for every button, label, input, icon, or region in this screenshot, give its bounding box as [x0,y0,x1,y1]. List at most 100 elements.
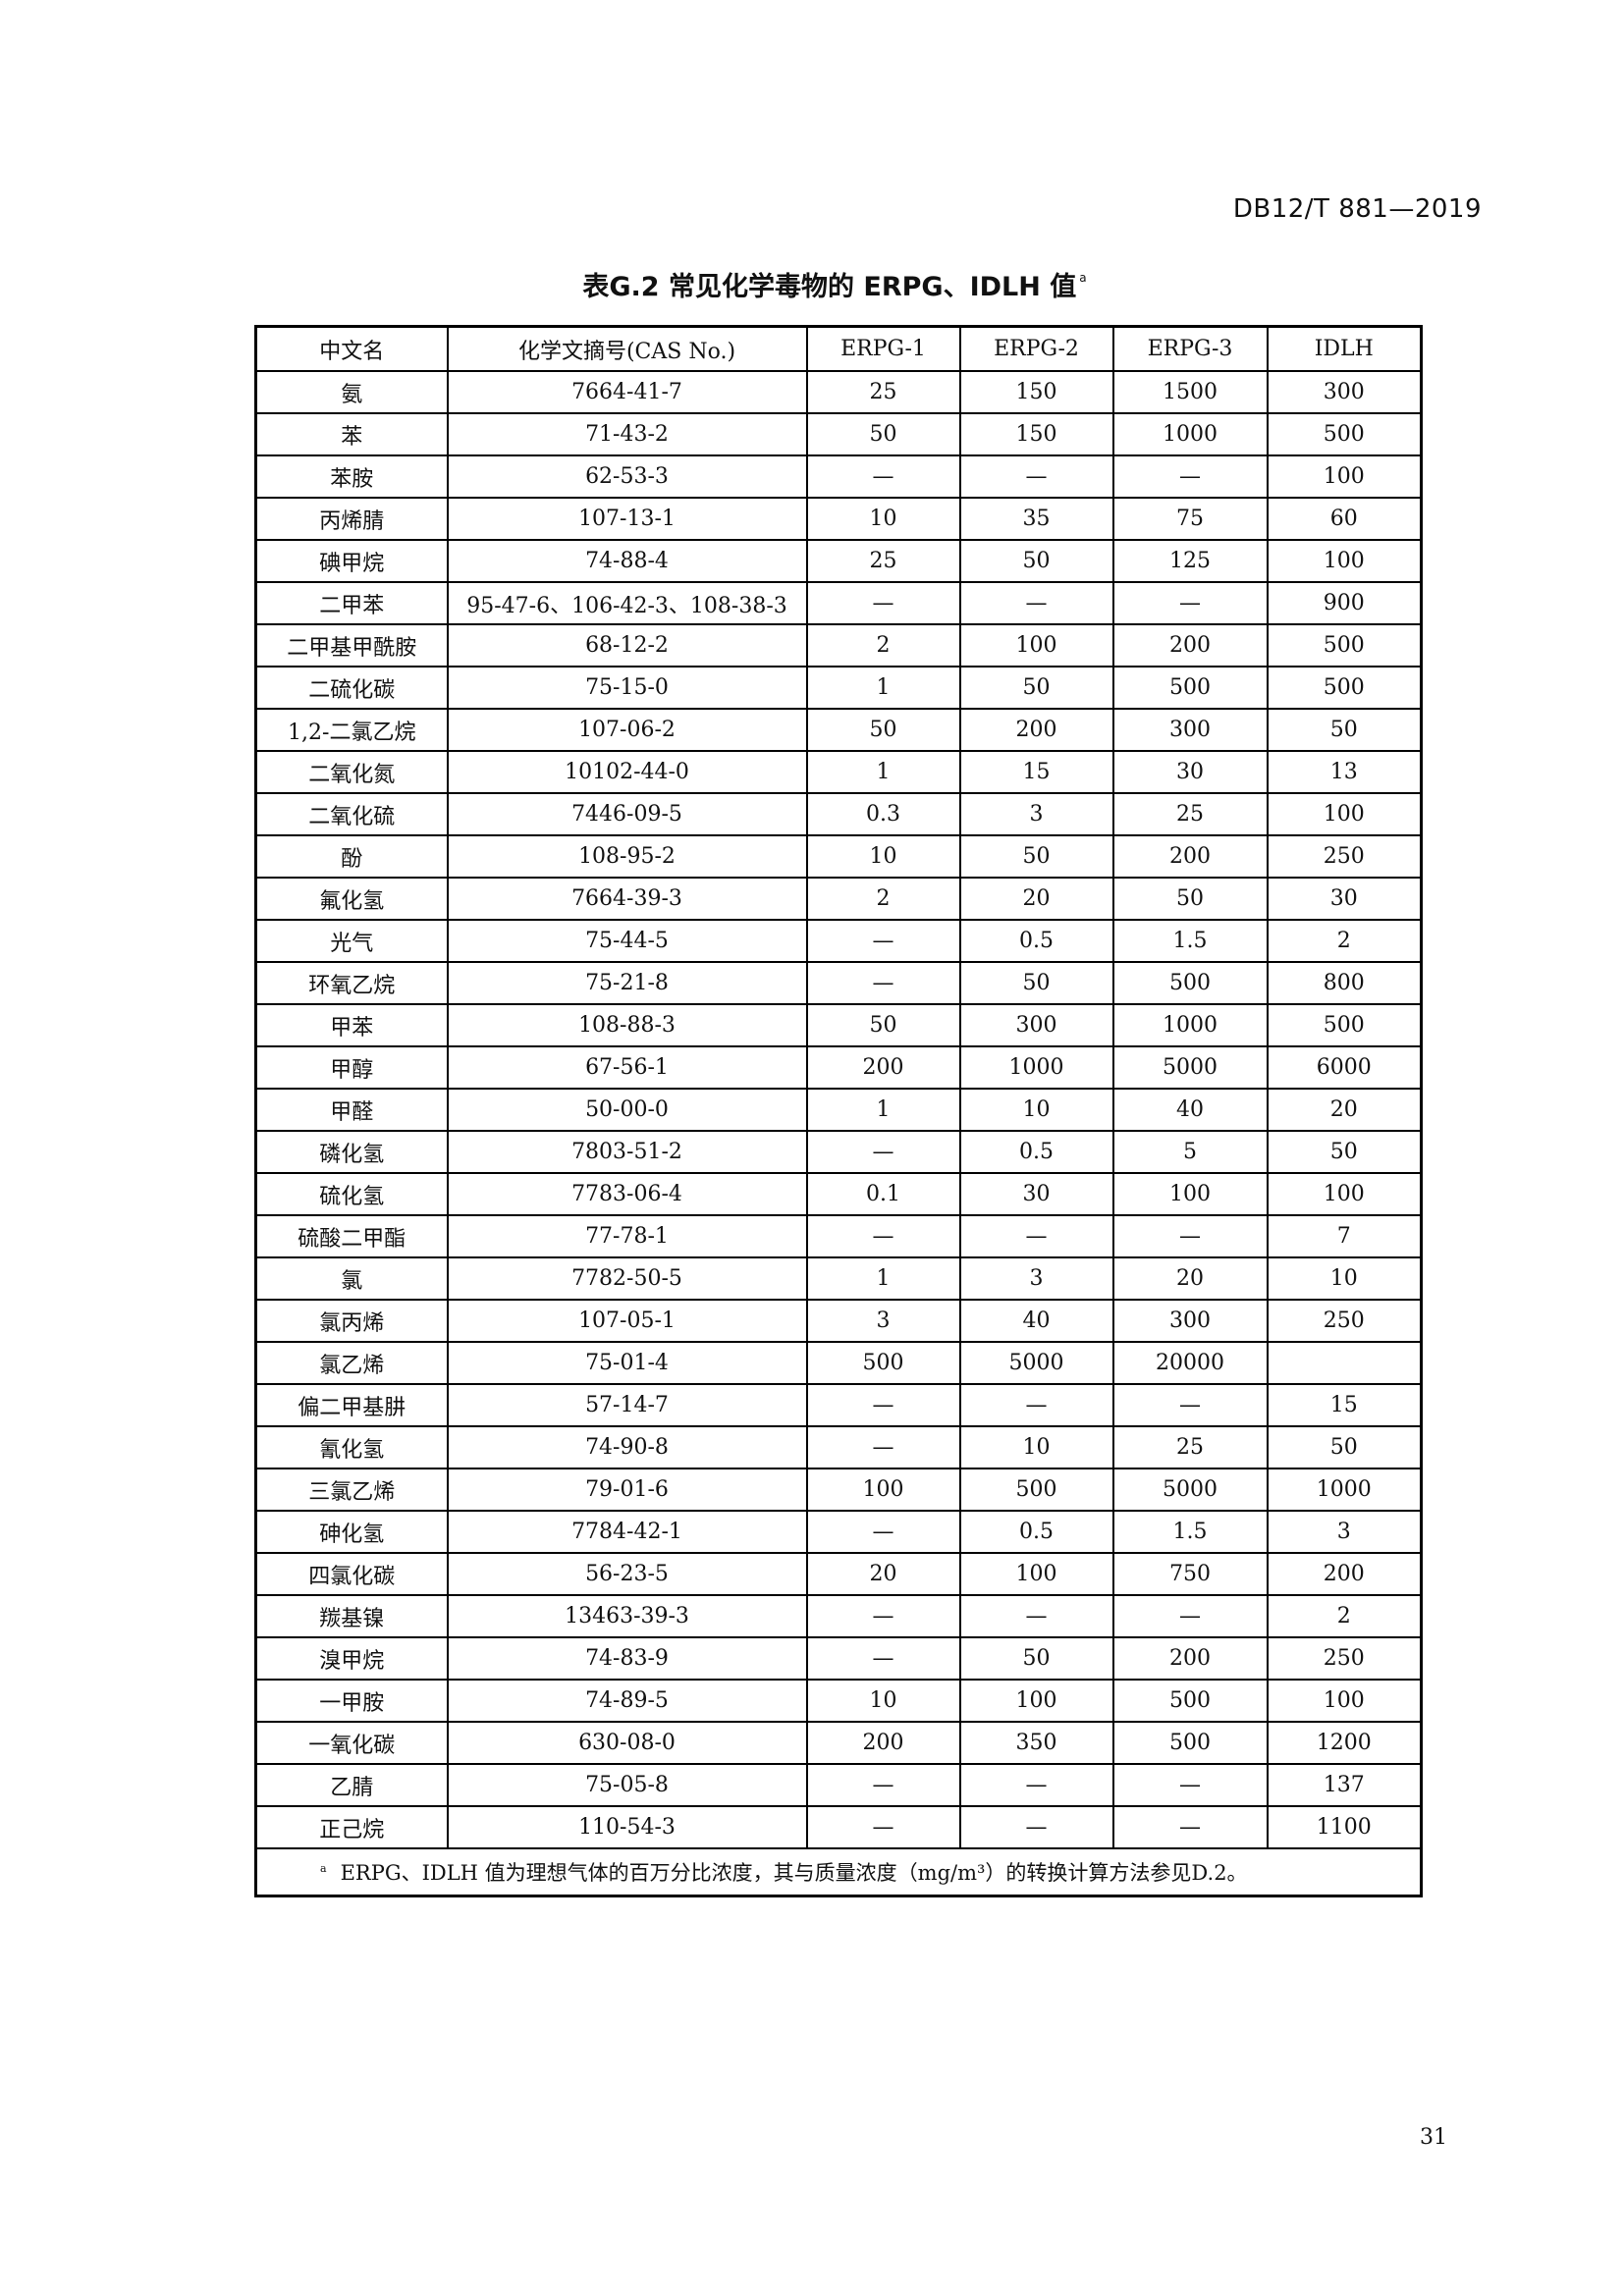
table-cell: 苯胺 [254,454,449,499]
table-row: 乙腈 75-05-8— — —137 [254,1763,1423,1807]
table-cell: 13463-39-3 [446,1594,808,1638]
footnote-text: ERPG、IDLH 值为理想气体的百万分比浓度，其与质量浓度（mg/m³）的转换… [340,1861,1248,1885]
table-title-text: 表G.2 常见化学毒物的 ERPG、IDLH 值 [582,272,1077,302]
table-cell: 350 [958,1721,1114,1765]
table-cell: 40 [958,1299,1114,1343]
table-cell: — [1111,1214,1269,1258]
table-cell: 0.5 [958,919,1114,963]
table-cell: 7 [1266,1214,1423,1258]
table-cell: 羰基镍 [254,1594,449,1638]
table-cell: 60 [1266,497,1423,541]
table-cell: 甲苯 [254,1003,449,1047]
page-number: 31 [1420,2125,1447,2150]
table-cell: — [805,1510,961,1554]
table-cell: 250 [1266,834,1423,879]
table-cell: 10 [805,1679,961,1723]
table-row: 砷化氢 7784-42-1—0.5 1.5 3 [254,1510,1423,1554]
table-cell: 1.5 [1111,919,1269,963]
table-cell: — [805,581,961,625]
table-cell: 57-14-7 [446,1383,808,1427]
table-cell: 10 [805,834,961,879]
table-cell: 5 [1111,1130,1269,1174]
table-cell: 100 [1266,539,1423,583]
table-cell: 偏二甲基肼 [254,1383,449,1427]
table-cell: 2 [1266,1594,1423,1638]
table-row: 氯丙烯 107-05-1 3 40 300 250 [254,1299,1423,1343]
table-cell: 250 [1266,1299,1423,1343]
table-cell: 30 [958,1172,1114,1216]
table-cell: — [805,454,961,499]
table-cell: 25 [1111,1425,1269,1469]
table-cell: 74-88-4 [446,539,808,583]
table-cell: 50 [958,539,1114,583]
table-cell: 500 [1266,623,1423,667]
table-cell: 250 [1266,1636,1423,1681]
table-cell: — [958,1383,1114,1427]
table-cell: 砷化氢 [254,1510,449,1554]
table-cell: 20 [805,1552,961,1596]
table-cell: 110-54-3 [446,1805,808,1849]
table-cell: 二氧化氮 [254,750,449,794]
footnote-row: a ERPG、IDLH 值为理想气体的百万分比浓度，其与质量浓度（mg/m³）的转… [254,1847,1423,1897]
document-code: DB12/T 881—2019 [1232,194,1482,224]
column-header: IDLH [1266,325,1423,372]
table-row: 苯胺 62-53-3— — —100 [254,454,1423,499]
table-cell: 0.5 [958,1510,1114,1554]
table-cell: — [958,454,1114,499]
table-cell: 74-89-5 [446,1679,808,1723]
table-cell: 氯乙烯 [254,1341,449,1385]
table-cell: 20 [1111,1256,1269,1301]
table-row: 一氧化碳 630-08-0 200 350 500 1200 [254,1721,1423,1765]
table-cell: 6000 [1266,1045,1423,1090]
table-cell: — [805,1130,961,1174]
table-cell: 二氧化硫 [254,792,449,836]
table-cell: 77-78-1 [446,1214,808,1258]
table-cell: 50 [1111,877,1269,921]
table-row: 苯 71-43-2 50 150 1000 500 [254,412,1423,456]
table-cell: 氯 [254,1256,449,1301]
table-cell: 95-47-6、106-42-3、108-38-3 [446,581,808,625]
column-header: ERPG-1 [805,325,961,372]
table-row: 正己烷 110-54-3— — —1100 [254,1805,1423,1849]
table-cell: 50 [958,961,1114,1005]
column-header: ERPG-2 [958,325,1114,372]
table-cell: 800 [1266,961,1423,1005]
table-cell: 二甲基甲酰胺 [254,623,449,667]
table-cell: 75-21-8 [446,961,808,1005]
table-cell: — [958,1805,1114,1849]
table-row: 碘甲烷 74-88-4 25 50 125 100 [254,539,1423,583]
table-cell: 7664-39-3 [446,877,808,921]
table-cell: 75-44-5 [446,919,808,963]
table-cell: 107-06-2 [446,708,808,752]
table-cell: 50 [805,1003,961,1047]
table-cell: 500 [1111,1679,1269,1723]
table-cell: 20 [1266,1088,1423,1132]
table-cell: 30 [1266,877,1423,921]
table-row: 甲苯 108-88-3 50 300 1000 500 [254,1003,1423,1047]
table-cell: 1 [805,750,961,794]
table-cell: 20 [958,877,1114,921]
table-cell: 30 [1111,750,1269,794]
table-row: 二硫化碳 75-15-0 1 50 500 500 [254,666,1423,710]
table-cell: 三氯乙烯 [254,1468,449,1512]
table-cell: 3 [1266,1510,1423,1554]
table-cell: 200 [1111,623,1269,667]
erpg-idlh-table: 中文名 化学文摘号(CAS No.) ERPG-1 ERPG-2 ERPG-3 IDLH … [254,325,1423,1897]
table-cell: 2 [805,877,961,921]
table-row: 甲醛 50-00-0 1 10 40 20 [254,1088,1423,1132]
table-cell: 0.3 [805,792,961,836]
table-cell: — [958,581,1114,625]
table-cell: 7782-50-5 [446,1256,808,1301]
table-cell: 500 [1111,666,1269,710]
table-cell: 1 [805,666,961,710]
table-cell: — [805,1805,961,1849]
table-cell: 300 [1111,708,1269,752]
table-cell: 74-90-8 [446,1425,808,1469]
table-cell: 二甲苯 [254,581,449,625]
table-cell: 500 [1111,961,1269,1005]
table-row: 磷化氢 7803-51-2—0.5 5 50 [254,1130,1423,1174]
table-cell: 79-01-6 [446,1468,808,1512]
table-row: 光气 75-44-5—0.5 1.5 2 [254,919,1423,963]
table-cell: 35 [958,497,1114,541]
